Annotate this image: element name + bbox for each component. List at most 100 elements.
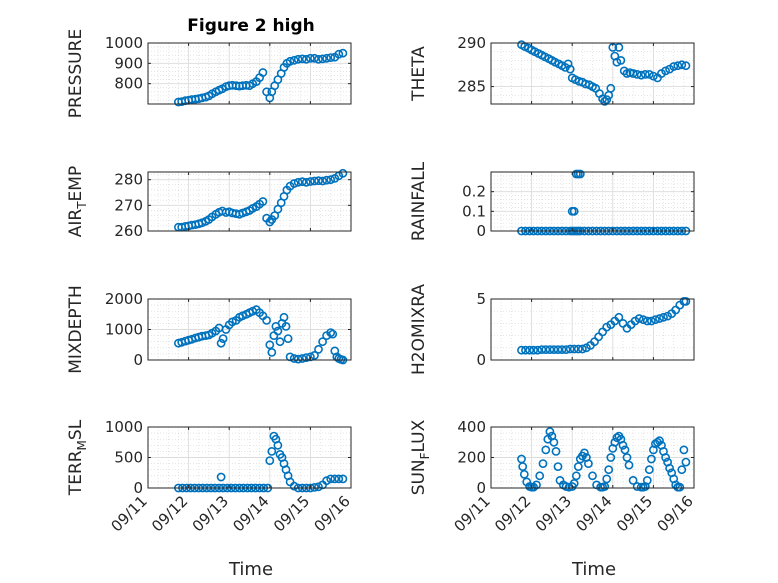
data-point bbox=[557, 345, 567, 354]
data-point bbox=[600, 97, 610, 106]
data-point bbox=[659, 312, 668, 322]
data-point bbox=[314, 482, 323, 492]
y-tick-label: 0 bbox=[133, 351, 143, 369]
subplot-3: 260 270 280 AIRTEMP bbox=[66, 166, 352, 240]
data-point bbox=[262, 315, 271, 325]
data-point bbox=[273, 326, 283, 336]
data-point bbox=[281, 321, 291, 331]
data-point bbox=[326, 328, 336, 337]
data-point bbox=[681, 61, 691, 71]
axes-box bbox=[490, 298, 695, 361]
y-axis-label: AIRTEMP bbox=[66, 166, 89, 237]
y-tick-label: 270 bbox=[114, 196, 143, 214]
data-point bbox=[600, 482, 610, 491]
y-tick-label: 800 bbox=[114, 75, 143, 93]
y-axis-label: RAINFALL bbox=[409, 161, 429, 241]
x-tick-label: 09/16 bbox=[311, 492, 354, 535]
data-point bbox=[537, 345, 547, 354]
data-point bbox=[218, 334, 228, 343]
y-axis-label: SUNFLUX bbox=[409, 419, 432, 495]
data-point bbox=[549, 345, 559, 354]
data-point bbox=[322, 476, 331, 486]
data-point bbox=[293, 177, 303, 187]
data-point bbox=[638, 315, 648, 325]
data-point bbox=[338, 48, 348, 58]
data-point bbox=[305, 53, 315, 63]
data-point bbox=[628, 475, 638, 485]
data-point bbox=[310, 53, 319, 63]
data-point bbox=[573, 462, 583, 471]
data-point bbox=[642, 316, 652, 326]
data-point bbox=[297, 54, 307, 64]
data-point bbox=[338, 168, 348, 178]
data-point bbox=[665, 463, 674, 473]
data-point bbox=[289, 354, 299, 363]
data-point bbox=[580, 448, 589, 458]
x-tick-label: 09/14 bbox=[572, 492, 615, 535]
data-point bbox=[334, 474, 344, 484]
data-point bbox=[673, 61, 683, 71]
plot-area bbox=[491, 172, 694, 231]
data-point bbox=[533, 345, 543, 355]
data-point bbox=[310, 350, 319, 360]
data-point bbox=[584, 459, 593, 468]
data-point bbox=[578, 344, 587, 354]
data-point bbox=[326, 53, 336, 62]
data-point bbox=[297, 354, 307, 363]
y-tick-label: 0 bbox=[476, 222, 486, 240]
y-tick-label: 0 bbox=[133, 479, 143, 497]
data-point bbox=[553, 462, 563, 471]
data-point bbox=[297, 177, 307, 187]
data-point bbox=[322, 53, 331, 63]
data-point bbox=[322, 175, 331, 185]
data-point bbox=[575, 169, 585, 179]
y-tick-label: 2000 bbox=[105, 290, 143, 308]
x-tick-label: 09/13 bbox=[532, 492, 575, 535]
x-tick-label: 09/11 bbox=[451, 492, 494, 535]
x-tick-label: 09/14 bbox=[229, 492, 272, 535]
data-point bbox=[651, 315, 660, 325]
plot-area bbox=[148, 172, 351, 231]
x-tick-label: 09/12 bbox=[148, 492, 191, 535]
data-point bbox=[529, 345, 538, 355]
data-point bbox=[571, 471, 581, 481]
subplot-4: 0 0.10.2 RAINFALL bbox=[409, 161, 695, 241]
data-point bbox=[669, 62, 679, 71]
data-point bbox=[628, 69, 638, 78]
data-point bbox=[604, 465, 614, 475]
y-tick-label: 1000 bbox=[105, 34, 143, 52]
data-point bbox=[573, 344, 583, 354]
data-point bbox=[632, 482, 642, 491]
data-point bbox=[675, 482, 685, 492]
y-tick-label: 400 bbox=[457, 418, 486, 436]
y-tick-label: 500 bbox=[114, 449, 143, 467]
data-point bbox=[314, 344, 323, 354]
axes-box bbox=[147, 171, 352, 232]
data-point bbox=[283, 334, 293, 343]
data-point bbox=[535, 471, 545, 481]
y-tick-label: 5 bbox=[476, 290, 486, 308]
data-point bbox=[216, 472, 226, 482]
data-point bbox=[647, 316, 656, 326]
data-point bbox=[326, 474, 336, 484]
y-tick-label: 900 bbox=[114, 54, 143, 72]
data-point bbox=[216, 338, 226, 348]
data-point bbox=[569, 344, 579, 354]
data-point bbox=[545, 427, 555, 436]
data-point bbox=[655, 436, 664, 446]
data-point bbox=[267, 347, 277, 357]
y-tick-label: 0.2 bbox=[462, 183, 486, 201]
data-point bbox=[519, 469, 529, 479]
data-point bbox=[314, 54, 323, 64]
data-point bbox=[649, 71, 658, 81]
y-tick-label: 280 bbox=[114, 171, 143, 189]
data-point bbox=[318, 337, 327, 347]
data-point bbox=[545, 345, 555, 354]
data-point bbox=[624, 460, 634, 470]
data-point bbox=[679, 445, 689, 455]
data-point bbox=[569, 478, 579, 488]
data-point bbox=[318, 54, 327, 64]
data-point bbox=[677, 60, 687, 70]
